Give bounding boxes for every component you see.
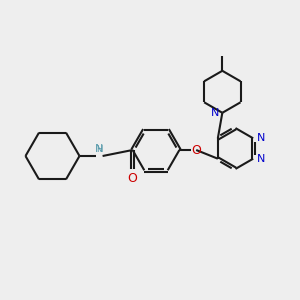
Text: N: N bbox=[257, 154, 265, 164]
Text: O: O bbox=[192, 143, 202, 157]
Text: N: N bbox=[257, 133, 265, 143]
Text: H: H bbox=[97, 145, 103, 154]
Text: N: N bbox=[211, 108, 219, 118]
Text: N: N bbox=[94, 145, 103, 154]
Text: O: O bbox=[128, 172, 137, 185]
